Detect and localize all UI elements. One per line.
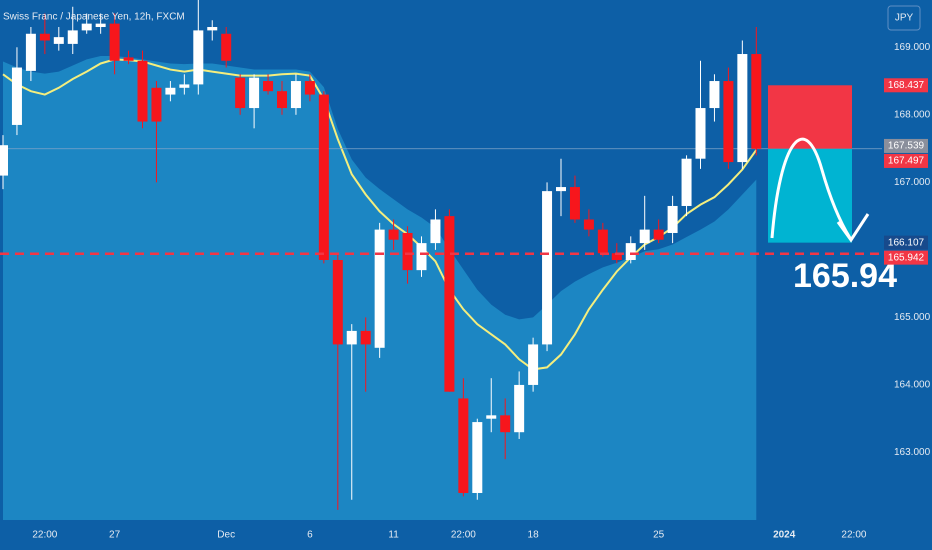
x-tick-label: 22:00 (841, 530, 866, 541)
x-tick-label: Dec (217, 530, 235, 541)
candle-body (556, 187, 566, 192)
stop-zone (768, 85, 852, 149)
plot-area (0, 0, 882, 521)
candle-body (416, 243, 427, 271)
x-tick-label: 11 (388, 530, 399, 541)
price-label-box (884, 138, 928, 153)
candle-body (528, 344, 539, 385)
forecast-arrow (770, 137, 852, 239)
candle-body (165, 87, 176, 95)
target-zone (768, 148, 852, 243)
candle-body (695, 108, 706, 159)
candle-body (653, 229, 664, 240)
candle-body (304, 81, 315, 95)
candle-body (472, 422, 483, 493)
x-tick-label: 25 (653, 530, 665, 541)
y-tick-label: 169.000 (894, 42, 931, 53)
candle-body (667, 205, 678, 233)
x-tick-label: 6 (307, 530, 313, 541)
candle-body (444, 216, 455, 392)
x-tick-label: 2024 (773, 530, 796, 541)
candle-body (723, 81, 734, 163)
candle-body (123, 57, 134, 61)
candle-body (318, 94, 329, 260)
y-tick-label: 165.000 (894, 312, 931, 323)
x-tick-label: 22:00 (451, 530, 476, 541)
currency[interactable]: JPY (895, 13, 914, 24)
candle-body (388, 229, 399, 240)
currency-box[interactable] (887, 5, 921, 31)
candle-body (611, 253, 622, 260)
candle-body (639, 229, 650, 244)
candle-body (221, 33, 232, 61)
candle-body (179, 84, 190, 88)
y-tick-label: 163.000 (894, 447, 931, 458)
price-label-box (884, 78, 928, 93)
candle-body (500, 415, 511, 433)
candle-body (53, 37, 64, 44)
candle-body (569, 187, 580, 220)
candle-body (95, 23, 106, 28)
candle-body (486, 415, 497, 419)
candle-body (332, 260, 343, 345)
price-label: 168.437 (888, 80, 925, 91)
price-label: 167.539 (888, 141, 925, 152)
candle-body (109, 23, 120, 61)
arrow-head (836, 213, 870, 243)
candle-body (0, 145, 8, 176)
candle-body (681, 158, 692, 206)
x-tick-label: 18 (528, 530, 540, 541)
candle-body (263, 81, 274, 92)
candle-body (346, 330, 357, 345)
chart-title: Swiss Franc / Japanese Yen, 12h, FXCM (3, 12, 185, 23)
candle-body (137, 60, 148, 122)
candle-body (151, 87, 162, 122)
price-label-box (884, 235, 928, 250)
candle-body (290, 81, 301, 109)
candle-body (751, 54, 762, 149)
candle-body (430, 219, 441, 244)
candle-body (249, 77, 260, 109)
candle-body (39, 33, 50, 41)
x-tick-label: 27 (109, 530, 121, 541)
price-label: 166.107 (888, 237, 925, 248)
price-label: 167.497 (888, 156, 925, 167)
candle-body (709, 81, 720, 109)
candle-body (193, 30, 204, 85)
candle-body (402, 232, 413, 271)
candle-body (11, 67, 22, 125)
candle-body (625, 243, 636, 260)
candle-body (597, 229, 608, 254)
candle-body (737, 54, 748, 163)
price-label-box (884, 153, 928, 168)
candle-body (25, 33, 36, 71)
candle-body (583, 219, 594, 230)
candle-body (514, 384, 525, 433)
candle-body (542, 191, 553, 345)
y-tick-label: 168.000 (894, 109, 931, 120)
y-tick-label: 167.000 (894, 177, 931, 188)
price-label-box (884, 250, 928, 265)
candle-body (235, 77, 246, 109)
candle-body (360, 330, 371, 345)
y-tick-label: 164.000 (894, 380, 931, 391)
candle-body (458, 398, 469, 493)
price-annotation: 165.94 (793, 257, 897, 295)
price-label: 165.942 (888, 252, 925, 263)
candle-body (374, 229, 385, 348)
candle-body (207, 27, 218, 31)
candle-body (67, 30, 78, 44)
candle-body (81, 23, 92, 31)
x-tick-label: 22:00 (32, 530, 57, 541)
candle-body (277, 91, 287, 109)
